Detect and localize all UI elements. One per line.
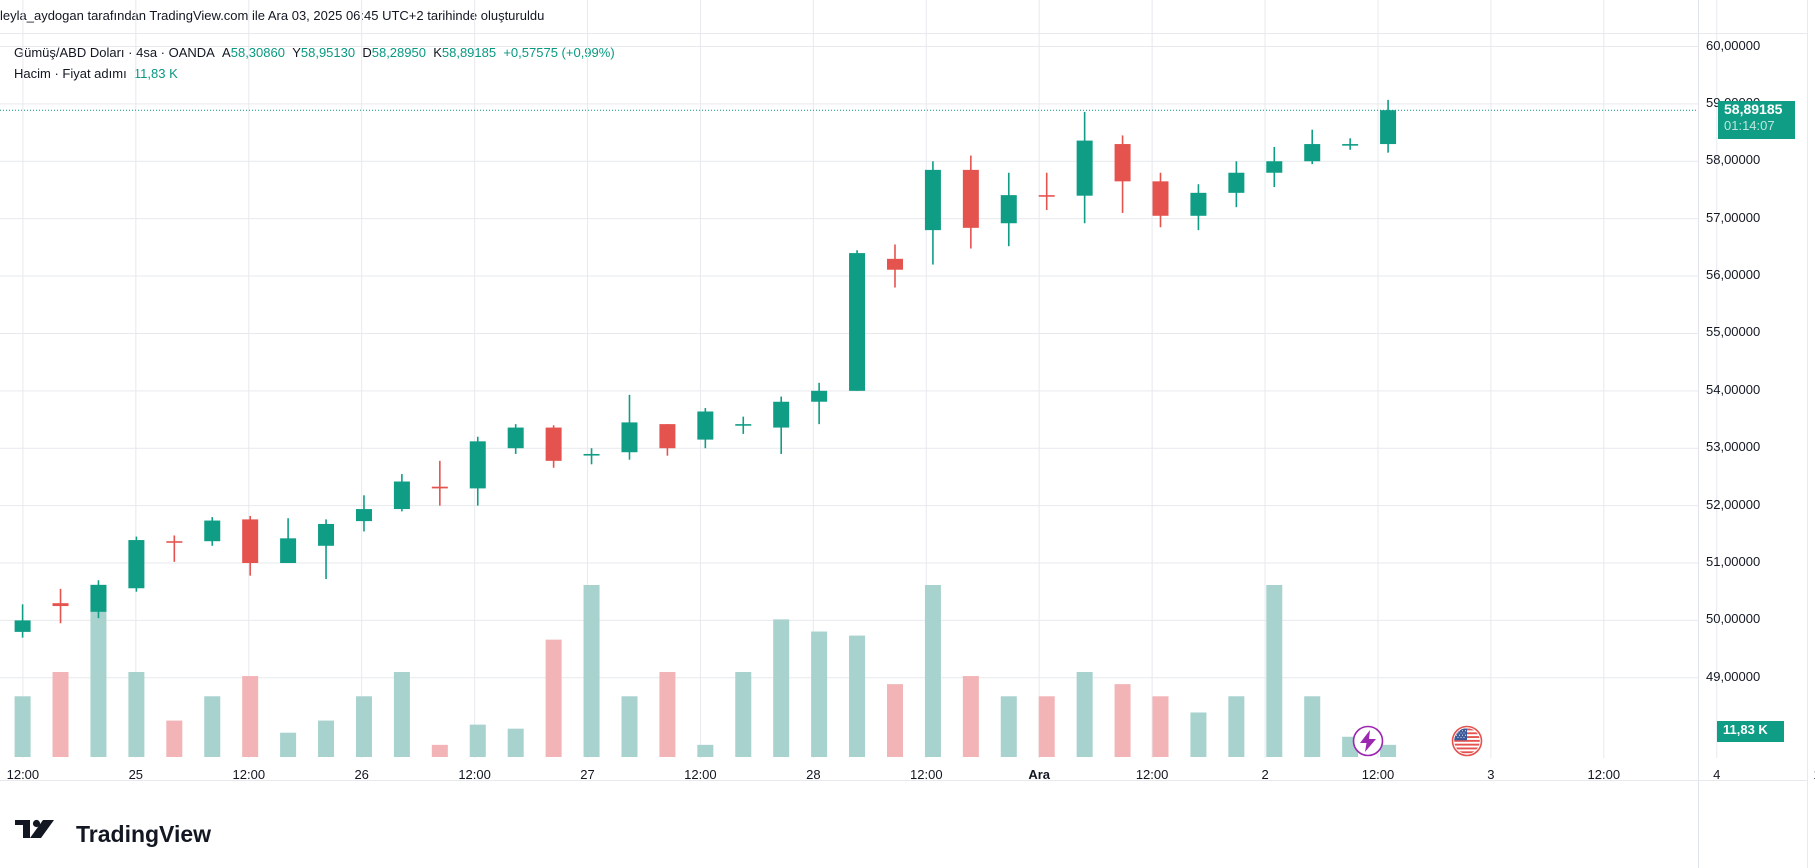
svg-text:TradingView: TradingView bbox=[76, 821, 211, 847]
